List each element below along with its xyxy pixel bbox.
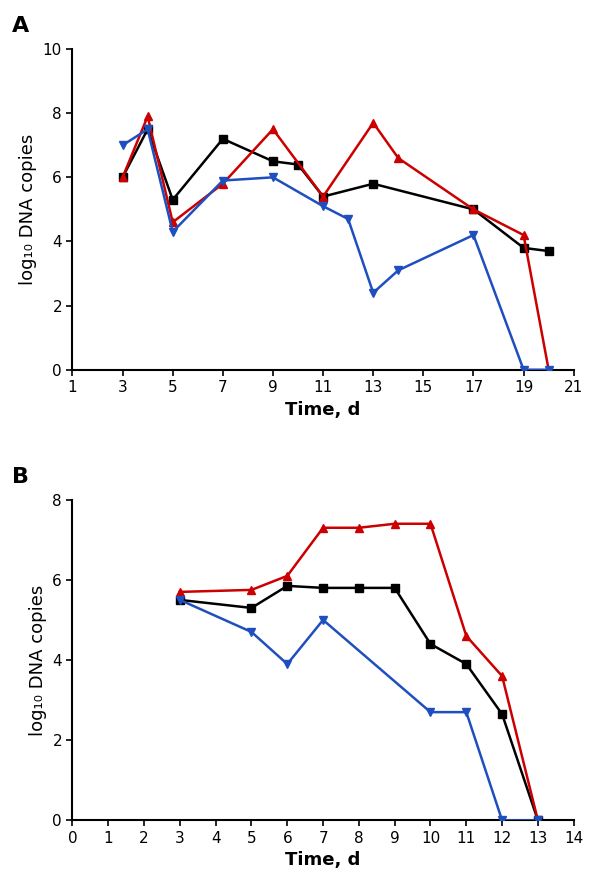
X-axis label: Time, d: Time, d bbox=[286, 400, 361, 419]
X-axis label: Time, d: Time, d bbox=[286, 851, 361, 869]
Text: B: B bbox=[13, 467, 29, 487]
Y-axis label: log₁₀ DNA copies: log₁₀ DNA copies bbox=[29, 585, 47, 735]
Text: A: A bbox=[13, 16, 29, 36]
Y-axis label: log₁₀ DNA copies: log₁₀ DNA copies bbox=[19, 134, 37, 285]
